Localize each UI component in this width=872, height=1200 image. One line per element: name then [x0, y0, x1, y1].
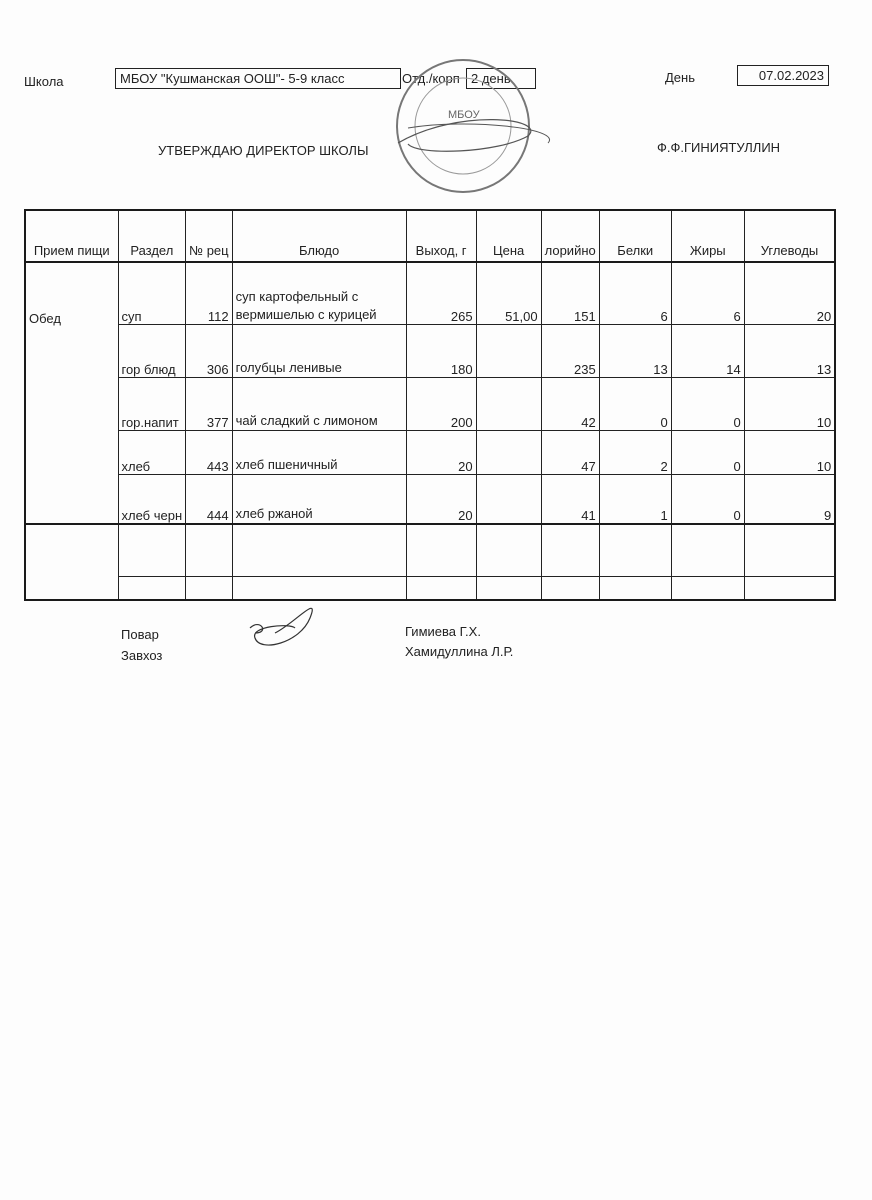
signature [249, 607, 313, 646]
cell-carbs: 9 [743, 473, 836, 525]
cell-section: хлеб [117, 429, 187, 475]
cell-fat: 14 [670, 323, 745, 378]
cell-recipe: 112 [185, 261, 233, 325]
cook-label: Повар [121, 627, 159, 642]
cell-price [475, 429, 542, 475]
cell-fat: 6 [670, 261, 745, 325]
col-carbs: Углеводы [743, 209, 836, 263]
director-name: Ф.Ф.ГИНИЯТУЛЛИН [657, 140, 781, 155]
col-fat: Жиры [670, 209, 745, 263]
cell-dish: хлеб пшеничный [231, 429, 407, 475]
col-dish: Блюдо [231, 209, 407, 263]
table-row: гор блюд 306 голубцы ленивые 180 235 13 14 13 [25, 323, 836, 378]
col-price: Цена [475, 209, 542, 263]
cell-yield: 20 [405, 429, 477, 475]
table-row: хлеб 443 хлеб пшеничный 20 47 2 0 10 [25, 429, 836, 475]
dept-label-text: Отд./корп [402, 71, 460, 86]
col-protein: Белки [598, 209, 672, 263]
table-row: Обед суп 112 суп картофельный с вермишелью … [24, 261, 836, 525]
cell-kcal: 42 [540, 376, 600, 431]
svg-text:МБОУ: МБОУ [448, 109, 481, 121]
cell-protein: 0 [598, 376, 672, 431]
date-value: 07.02.2023 [737, 65, 829, 86]
table-row: гор.напит 377 чай сладкий с лимоном 200 42 0 0… [25, 376, 836, 431]
col-meal: Прием пищи [24, 209, 119, 263]
cell-protein: 13 [598, 323, 672, 378]
cell-section: суп [117, 261, 187, 325]
cell-section: хлеб черн [117, 473, 187, 525]
cell-kcal: 235 [540, 323, 600, 378]
school-label: Школа [24, 74, 64, 89]
cell-carbs: 20 [743, 261, 836, 325]
approve-text: УТВЕРЖДАЮ ДИРЕКТОР ШКОЛЫ [158, 143, 369, 158]
cell-yield: 20 [405, 473, 477, 525]
cell-dish: суп картофельный с вермишелью с курицей [231, 261, 407, 325]
cell-carbs: 13 [743, 323, 836, 378]
col-section: Раздел [117, 209, 187, 263]
empty-row [24, 523, 836, 600]
table-header: Прием пищи Раздел № рец Блюдо Выход, г Ц… [24, 209, 836, 263]
cell-price [475, 323, 542, 378]
col-kcal: лорийно [540, 209, 600, 263]
cell-section: гор.напит [117, 376, 187, 431]
cell-dish: хлеб ржаной [231, 473, 407, 525]
cell-yield: 180 [405, 323, 477, 378]
cell-protein: 6 [598, 261, 672, 325]
storekeeper-label: Завхоз [121, 648, 163, 663]
cell-fat: 0 [670, 376, 745, 431]
cell-protein: 1 [598, 473, 672, 525]
school-stamp: МБОУ [396, 59, 551, 193]
cell-kcal: 47 [540, 429, 600, 475]
cell-section: гор блюд [117, 323, 187, 378]
cell-carbs: 10 [743, 429, 836, 475]
day-label: День [665, 70, 695, 85]
cell-price: 51,00 [475, 261, 542, 325]
cell-fat: 0 [670, 473, 745, 525]
cell-dish: чай сладкий с лимоном [231, 376, 407, 431]
cook-name: Гимиева Г.Х. [405, 624, 481, 639]
cell-yield: 265 [405, 261, 477, 325]
storekeeper-name: Хамидуллина Л.Р. [405, 644, 514, 659]
school-value: МБОУ "Кушманская ООШ"- 5-9 класс [115, 68, 401, 89]
meal-cell: Обед [24, 261, 119, 525]
cell-recipe: 306 [185, 323, 233, 378]
cell-yield: 200 [405, 376, 477, 431]
cell-price [475, 473, 542, 525]
cell-price [475, 376, 542, 431]
dept-label: Отд./корп [397, 68, 535, 89]
table-row: хлеб черн 444 хлеб ржаной 20 41 1 0 9 [25, 473, 836, 525]
cell-carbs: 10 [743, 376, 836, 431]
cell-recipe: 377 [185, 376, 233, 431]
cell-recipe: 444 [185, 473, 233, 525]
cell-recipe: 443 [185, 429, 233, 475]
cell-kcal: 41 [540, 473, 600, 525]
col-yield: Выход, г [405, 209, 477, 263]
col-recipe: № рец [185, 209, 233, 263]
cell-kcal: 151 [540, 261, 600, 325]
menu-table: Прием пищи Раздел № рец Блюдо Выход, г Ц… [24, 209, 837, 601]
cell-fat: 0 [670, 429, 745, 475]
cell-protein: 2 [598, 429, 672, 475]
cell-dish: голубцы ленивые [231, 323, 407, 378]
empty-row [25, 575, 836, 601]
